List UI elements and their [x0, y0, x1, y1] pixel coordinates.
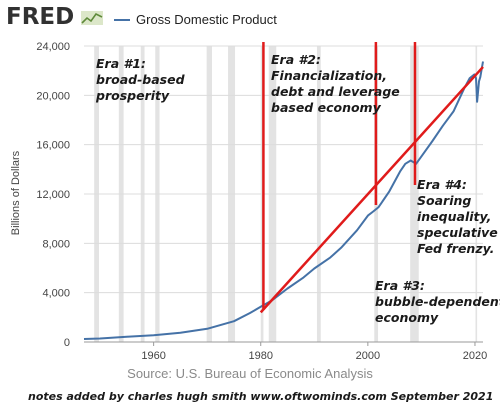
era-2-line: Financialization, [271, 68, 387, 83]
era-1-line: prosperity [96, 88, 170, 103]
x-tick-label: 2020 [463, 350, 487, 362]
era-1-line: broad-based [96, 72, 185, 87]
era-2-line: debt and leverage [271, 84, 400, 99]
fred-logo: FRED [6, 4, 75, 30]
series-line-gdp [83, 61, 484, 340]
x-tick-label: 1980 [248, 350, 272, 362]
x-tick-label: 2000 [356, 350, 380, 362]
y-tick-label: 4,000 [42, 288, 70, 300]
y-tick-labels: 0 4,000 8,000 12,000 16,000 20,000 24,000 [36, 41, 70, 349]
footnote: notes added by charles hugh smith www.of… [28, 390, 494, 403]
gridlines [84, 45, 483, 294]
y-tick-label: 12,000 [36, 189, 70, 201]
legend-label: Gross Domestic Product [136, 12, 277, 27]
era-3-line: economy [375, 310, 439, 325]
era-3-line: Era #3: [375, 278, 425, 293]
trend-line [259, 66, 484, 314]
era-1-note: Era #1: broad-based prosperity [96, 56, 185, 104]
era-2-line: Era #2: [271, 52, 321, 67]
era-3-line: bubble-dependent [375, 294, 500, 309]
legend: Gross Domestic Product [114, 12, 277, 27]
era-4-line: Fed frenzy. [417, 241, 495, 256]
y-tick-label: 0 [64, 337, 70, 349]
axes [84, 341, 483, 346]
era-4-note: Era #4: Soaring inequality, speculative … [417, 177, 498, 257]
y-tick-label: 8,000 [42, 238, 70, 250]
era-3-note: Era #3: bubble-dependent economy [375, 278, 500, 326]
era-2-line: based economy [271, 100, 381, 115]
era-4-line: Soaring [417, 193, 472, 208]
y-tick-label: 24,000 [36, 41, 70, 53]
chart-header: FRED Gross Domestic Product [6, 4, 494, 32]
era-1-line: Era #1: [96, 56, 146, 71]
era-4-line: inequality, [417, 209, 492, 224]
era-4-line: speculative [417, 225, 498, 240]
source-line: Source: U.S. Bureau of Economic Analysis [127, 366, 373, 381]
y-tick-label: 20,000 [36, 90, 70, 102]
era-4-line: Era #4: [417, 177, 467, 192]
x-tick-label: 1960 [141, 350, 165, 362]
era-2-note: Era #2: Financialization, debt and lever… [271, 52, 400, 116]
y-tick-label: 16,000 [36, 140, 70, 152]
legend-swatch [114, 18, 130, 21]
series-layer [83, 61, 484, 340]
overlay-annotations [259, 42, 484, 314]
fred-logo-graph-icon [81, 11, 103, 25]
y-axis-label: Billions of Dollars [10, 150, 22, 235]
x-tick-labels: 1960 1980 2000 2020 [141, 350, 487, 362]
